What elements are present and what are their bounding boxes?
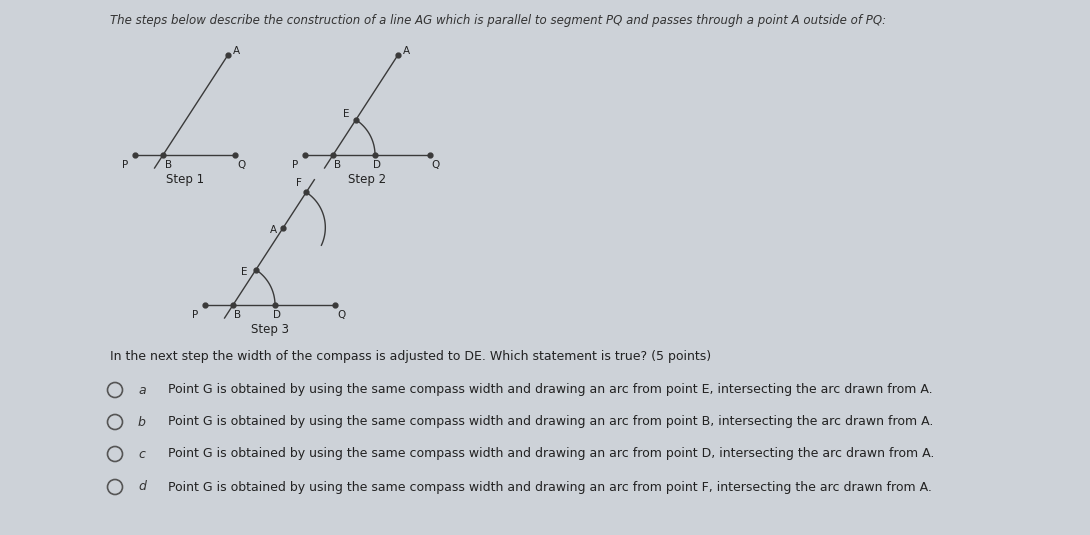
Text: In the next step the width of the compass is adjusted to DE. Which statement is : In the next step the width of the compas… <box>110 350 711 363</box>
Text: Step 2: Step 2 <box>349 172 387 186</box>
Text: Q: Q <box>337 310 346 320</box>
Text: A: A <box>270 225 277 234</box>
Text: Step 1: Step 1 <box>166 172 204 186</box>
Text: B: B <box>166 160 172 170</box>
Text: The steps below describe the construction of a line AG which is parallel to segm: The steps below describe the constructio… <box>110 14 886 27</box>
Text: Q: Q <box>237 160 245 170</box>
Text: D: D <box>373 160 382 170</box>
Text: Point G is obtained by using the same compass width and drawing an arc from poin: Point G is obtained by using the same co… <box>168 480 932 493</box>
Text: Point G is obtained by using the same compass width and drawing an arc from poin: Point G is obtained by using the same co… <box>168 384 933 396</box>
Text: A: A <box>233 46 240 56</box>
Text: d: d <box>138 480 146 493</box>
Text: P: P <box>122 160 129 170</box>
Text: P: P <box>192 310 198 320</box>
Text: a: a <box>138 384 146 396</box>
Text: Point G is obtained by using the same compass width and drawing an arc from poin: Point G is obtained by using the same co… <box>168 447 934 461</box>
Text: P: P <box>292 160 299 170</box>
Text: Step 3: Step 3 <box>251 323 289 335</box>
Text: Point G is obtained by using the same compass width and drawing an arc from poin: Point G is obtained by using the same co… <box>168 416 933 429</box>
Text: E: E <box>342 109 349 119</box>
Text: E: E <box>241 267 247 277</box>
Text: B: B <box>335 160 341 170</box>
Text: B: B <box>234 310 242 320</box>
Text: b: b <box>138 416 146 429</box>
Text: F: F <box>296 178 302 188</box>
Text: c: c <box>138 447 145 461</box>
Text: A: A <box>403 46 410 56</box>
Text: D: D <box>272 310 281 320</box>
Text: Q: Q <box>432 160 440 170</box>
